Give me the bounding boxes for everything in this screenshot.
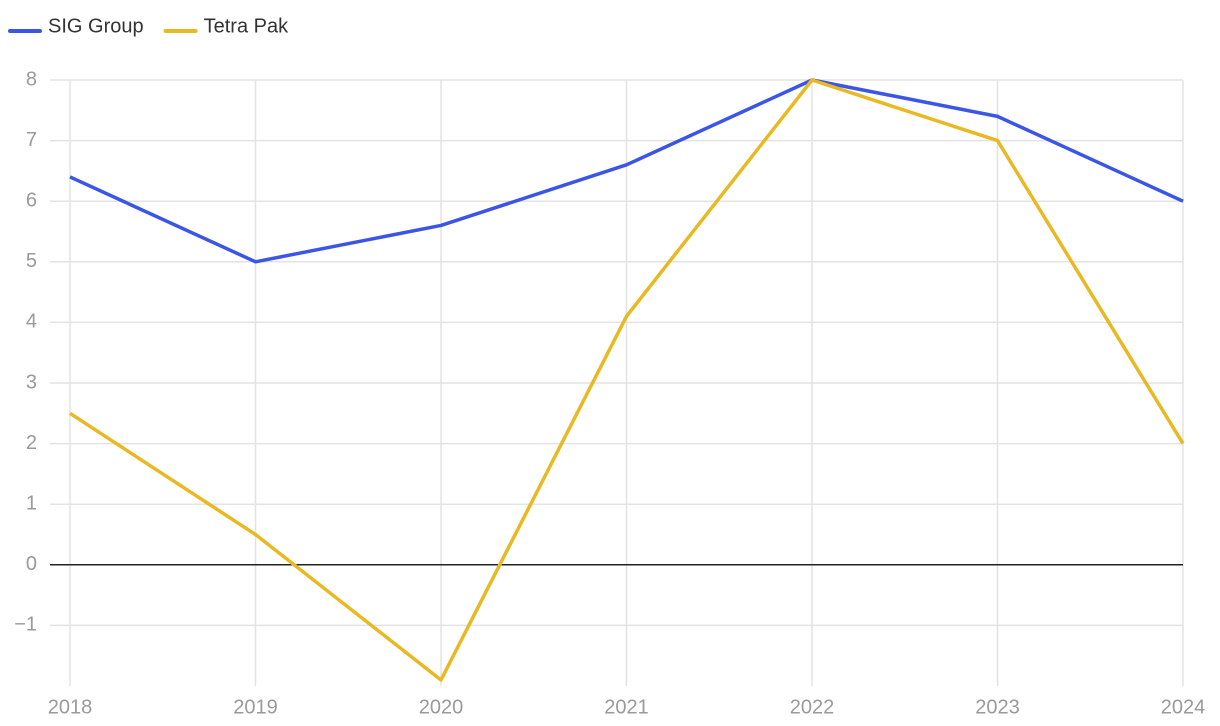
y-tick-label: 7 (26, 129, 37, 151)
y-tick-label: −1 (14, 614, 37, 636)
y-tick-label: 4 (26, 311, 37, 333)
x-tick-label: 2023 (975, 696, 1020, 718)
series-line (69, 78, 1184, 264)
x-tick-label: 2018 (48, 696, 93, 718)
y-tick-label: 6 (26, 189, 37, 211)
x-tick-label: 2022 (790, 696, 835, 718)
x-tick-label: 2020 (419, 696, 464, 718)
y-tick-label: 2 (26, 432, 37, 454)
y-tick-label: 3 (26, 371, 37, 393)
x-tick-label: 2021 (604, 696, 649, 718)
x-tick-label: 2024 (1161, 696, 1206, 718)
y-tick-label: 8 (26, 68, 37, 90)
y-tick-label: 5 (26, 250, 37, 272)
series-line (69, 78, 1185, 682)
y-tick-label: 0 (26, 553, 37, 575)
legend-label: SIG Group (48, 15, 144, 37)
x-tick-label: 2019 (233, 696, 278, 718)
y-tick-label: 1 (26, 492, 37, 514)
legend-label: Tetra Pak (204, 15, 289, 37)
